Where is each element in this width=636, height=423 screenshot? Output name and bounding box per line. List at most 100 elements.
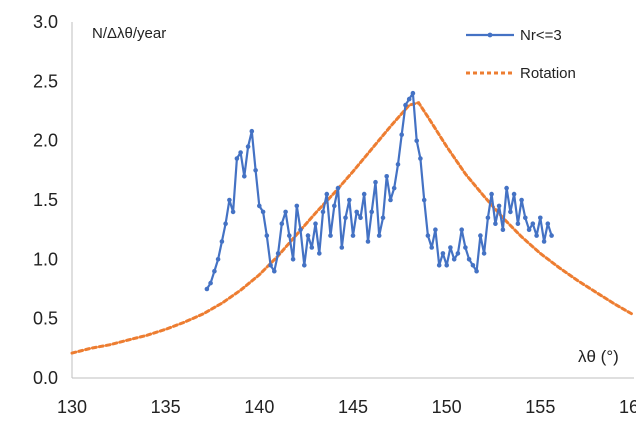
data-point <box>317 251 322 256</box>
data-point <box>463 245 468 250</box>
data-point <box>496 203 502 209</box>
data-point <box>358 215 363 221</box>
data-point <box>309 245 315 250</box>
data-point <box>380 215 386 221</box>
data-point <box>414 138 420 143</box>
data-point <box>361 191 367 197</box>
data-point <box>302 263 307 268</box>
data-point <box>313 221 318 226</box>
x-tick-label: 160 <box>619 397 636 417</box>
data-point <box>530 221 536 226</box>
series-line-nr <box>205 92 553 290</box>
data-point <box>215 257 221 262</box>
data-point <box>328 233 333 238</box>
data-point <box>481 251 487 256</box>
y-tick-label: 2.0 <box>33 131 58 151</box>
x-tick-label: 135 <box>151 397 181 417</box>
legend-entry-series-2: Rotation <box>466 65 576 82</box>
data-point <box>245 144 251 149</box>
data-point <box>275 251 281 256</box>
data-point <box>493 221 498 226</box>
data-point <box>279 221 285 226</box>
y-tick-label: 1.0 <box>33 249 58 269</box>
data-point <box>545 221 551 226</box>
data-point <box>238 150 243 155</box>
data-point <box>204 286 210 292</box>
legend-label-series-1: Nr<=3 <box>520 27 562 44</box>
x-tick-label: 155 <box>525 397 555 417</box>
data-point <box>433 227 438 232</box>
data-point <box>347 197 352 203</box>
data-point <box>440 251 446 256</box>
data-point <box>478 233 483 238</box>
data-point <box>500 227 506 232</box>
data-point <box>459 227 465 232</box>
data-point <box>534 233 539 238</box>
data-point <box>455 251 461 256</box>
data-point <box>470 263 476 268</box>
data-point <box>549 233 554 238</box>
series-1 <box>204 90 554 292</box>
data-point <box>283 209 288 215</box>
data-point <box>508 209 513 215</box>
data-point <box>511 191 517 197</box>
data-point <box>324 191 330 197</box>
data-point <box>388 197 393 203</box>
y-tick-label: 3.0 <box>33 12 58 32</box>
data-point <box>425 233 431 238</box>
data-point <box>305 233 311 238</box>
data-point <box>208 280 213 286</box>
data-point <box>290 257 296 262</box>
legend-label-series-2: Rotation <box>520 65 576 82</box>
data-point <box>223 221 228 226</box>
data-point <box>227 197 232 203</box>
data-point <box>421 197 427 203</box>
data-point <box>253 168 258 173</box>
data-point <box>212 268 217 274</box>
data-point <box>272 268 277 274</box>
data-point <box>466 257 472 262</box>
data-point <box>541 239 547 244</box>
data-point <box>429 245 435 250</box>
data-point <box>489 191 494 197</box>
y-axis-label: N/Δλθ/year <box>92 25 166 42</box>
data-point <box>523 215 528 221</box>
data-point <box>436 263 442 268</box>
data-point <box>410 90 416 96</box>
data-point <box>287 233 292 238</box>
data-point <box>538 215 543 221</box>
data-point <box>260 209 266 215</box>
data-point <box>298 227 303 232</box>
data-point <box>264 233 270 238</box>
data-point <box>335 185 341 191</box>
data-point <box>242 174 247 179</box>
data-point <box>373 179 378 185</box>
data-point <box>234 156 240 161</box>
y-tick-label: 2.5 <box>33 71 58 91</box>
data-point <box>403 102 408 108</box>
data-point <box>369 209 375 215</box>
y-tick-label: 0.5 <box>33 309 58 329</box>
legend-entry-series-1: Nr<=3 <box>466 27 562 44</box>
x-axis-label: λθ (°) <box>578 347 619 366</box>
series-2 <box>70 100 636 355</box>
data-point <box>339 245 345 250</box>
data-point <box>249 128 255 134</box>
axes <box>71 22 634 379</box>
data-point <box>219 239 225 244</box>
data-point <box>526 227 532 232</box>
data-point <box>391 185 397 191</box>
data-point <box>406 96 412 102</box>
data-point <box>399 132 405 137</box>
legend: Nr<=3 Rotation <box>466 27 576 82</box>
x-tick-label: 145 <box>338 397 368 417</box>
x-tick-labels: 130 135 140 145 150 155 160 <box>57 397 636 417</box>
data-point <box>257 203 262 209</box>
data-point <box>448 245 453 250</box>
y-tick-labels: 0.0 0.5 1.0 1.5 2.0 2.5 3.0 <box>33 12 58 388</box>
data-point <box>354 209 360 215</box>
data-point <box>365 239 371 244</box>
data-point <box>474 268 479 274</box>
data-point <box>519 197 524 203</box>
